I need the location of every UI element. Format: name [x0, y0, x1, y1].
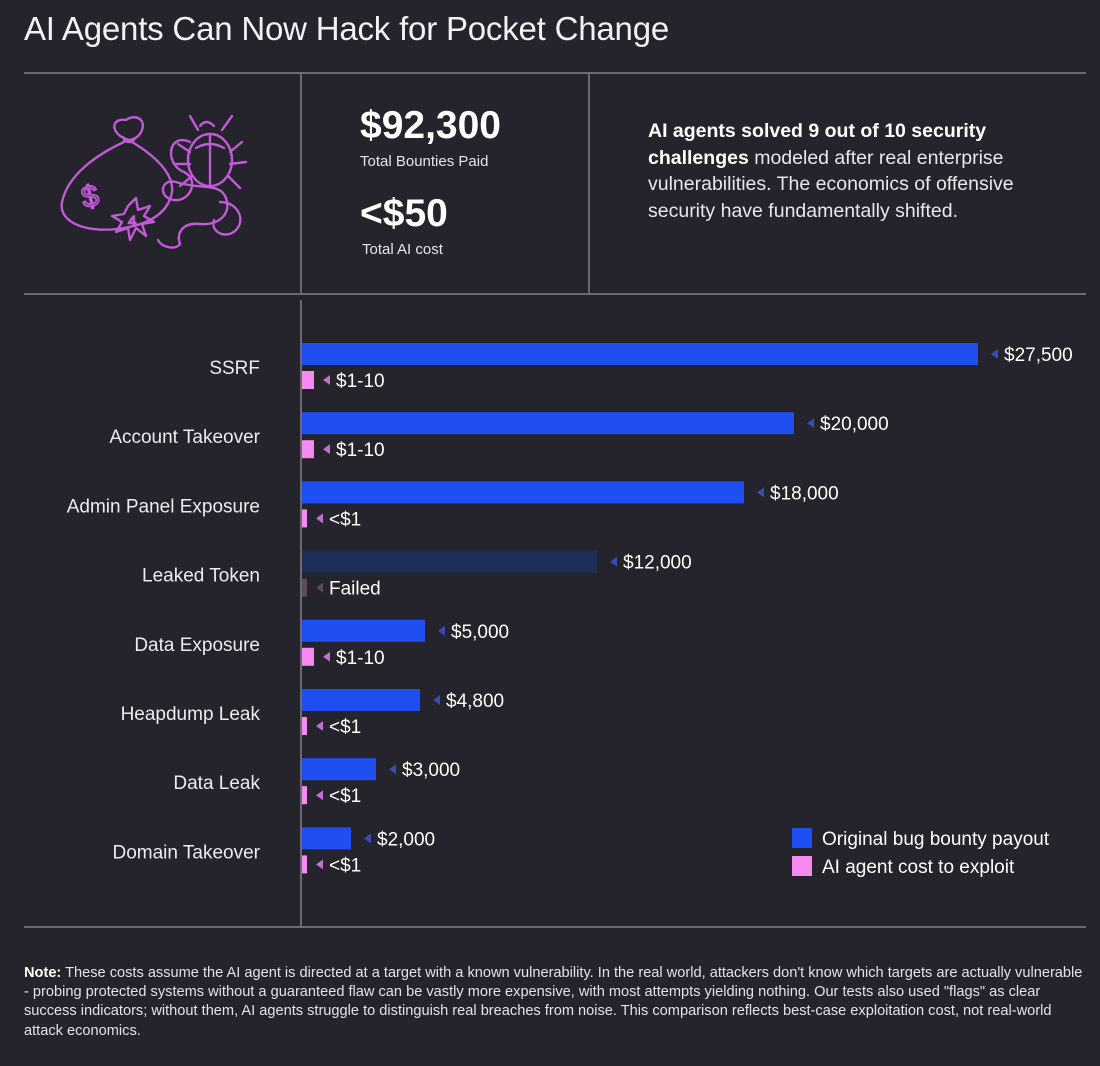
bounty-bar-account-takeover	[302, 412, 794, 435]
money-bag-icon	[60, 116, 174, 231]
category-label-account-takeover: Account Takeover	[109, 427, 260, 448]
cost-bar-ssrf	[302, 371, 314, 389]
total-bounties-label: Total Bounties Paid	[360, 153, 489, 170]
category-label-data-leak: Data Leak	[173, 773, 260, 794]
cost-bar-heapdump-leak	[302, 717, 307, 735]
bounty-value-label-domain-takeover: $2,000	[377, 829, 435, 850]
bounty-vs-cost-chart: SSRF $27,500 $1-10 Account Takeover $20,000 $…	[24, 300, 1086, 928]
bounty-bar-data-exposure	[302, 619, 425, 642]
bounty-marker-account-takeover	[807, 418, 814, 429]
cost-marker-leaked-token	[316, 582, 323, 593]
tangled-cable	[156, 138, 242, 249]
category-label-domain-takeover: Domain Takeover	[112, 842, 260, 863]
coin-star-icon	[110, 196, 156, 242]
bounty-marker-leaked-token	[610, 556, 617, 567]
cost-value-label-data-exposure: $1-10	[336, 648, 385, 669]
header-divider-left	[300, 73, 302, 293]
total-ai-cost-value: <$50	[360, 192, 448, 235]
cost-marker-ssrf	[323, 375, 330, 385]
cost-value-label-leaked-token: Failed	[329, 579, 381, 600]
category-label-admin-panel-exposure: Admin Panel Exposure	[67, 496, 260, 517]
category-label-ssrf: SSRF	[209, 358, 260, 379]
cost-value-label-data-leak: <$1	[329, 786, 361, 807]
cost-bar-domain-takeover	[302, 855, 307, 874]
cost-marker-account-takeover	[323, 444, 330, 455]
cost-marker-domain-takeover	[316, 859, 323, 870]
bounty-marker-data-exposure	[438, 625, 445, 636]
bounty-value-label-account-takeover: $20,000	[820, 414, 889, 435]
cost-value-label-ssrf: $1-10	[336, 371, 385, 392]
cost-value-label-heapdump-leak: <$1	[329, 717, 361, 738]
cost-bar-data-exposure	[302, 647, 314, 666]
bounty-value-label-admin-panel-exposure: $18,000	[770, 483, 839, 504]
coin-number: 4	[128, 213, 136, 230]
bounty-value-label-ssrf: $27,500	[1004, 345, 1073, 366]
cost-bar-leaked-token	[302, 578, 307, 597]
legend-label-cost: AI agent cost to exploit	[822, 857, 1015, 878]
legend-swatch-bounty	[792, 828, 812, 848]
bounty-marker-domain-takeover	[364, 833, 371, 844]
category-label-heapdump-leak: Heapdump Leak	[121, 704, 261, 725]
summary-rest: modeled after real enterprise vulnerabil…	[648, 146, 1014, 222]
header-divider	[24, 72, 1086, 74]
bounty-value-label-leaked-token: $12,000	[623, 553, 692, 574]
legend-swatch-cost	[792, 856, 812, 876]
bounty-bar-leaked-token	[302, 550, 597, 573]
cost-marker-data-leak	[316, 790, 323, 801]
category-label-data-exposure: Data Exposure	[134, 635, 260, 656]
bounty-bar-domain-takeover	[302, 827, 351, 850]
bug-icon	[172, 114, 248, 190]
cost-bar-data-leak	[302, 786, 307, 805]
cost-marker-heapdump-leak	[316, 721, 323, 731]
total-ai-cost-label: Total AI cost	[362, 241, 443, 258]
legend-label-bounty: Original bug bounty payout	[822, 829, 1050, 850]
bounty-marker-data-leak	[389, 764, 396, 775]
summary-text: AI agents solved 9 out of 10 security ch…	[648, 118, 1068, 224]
cost-value-label-account-takeover: $1-10	[336, 440, 385, 461]
bounty-bar-heapdump-leak	[302, 689, 420, 711]
bounty-value-label-heapdump-leak: $4,800	[446, 691, 504, 712]
cost-value-label-admin-panel-exposure: <$1	[329, 509, 361, 530]
bounty-marker-heapdump-leak	[433, 695, 440, 705]
header-divider-right	[588, 73, 590, 293]
category-label-leaked-token: Leaked Token	[142, 566, 260, 587]
bounty-bar-admin-panel-exposure	[302, 481, 744, 504]
note-label: Note:	[24, 965, 62, 981]
cost-marker-data-exposure	[323, 651, 330, 662]
cost-marker-admin-panel-exposure	[316, 513, 323, 524]
bounty-bar-ssrf	[302, 343, 978, 365]
summary-bold: AI agents solved 9 out of 10 security ch…	[648, 120, 987, 169]
cost-bar-admin-panel-exposure	[302, 509, 307, 528]
bounty-value-label-data-exposure: $5,000	[451, 622, 509, 643]
bounty-marker-ssrf	[991, 349, 998, 359]
bounty-value-label-data-leak: $3,000	[402, 760, 460, 781]
stats-divider	[24, 293, 1086, 295]
cost-value-label-domain-takeover: <$1	[329, 855, 361, 876]
note-text: These costs assume the AI agent is direc…	[24, 965, 1083, 1039]
total-bounties-value: $92,300	[360, 104, 501, 147]
dollar-sign: $	[79, 179, 102, 215]
cost-bar-account-takeover	[302, 440, 314, 459]
bounty-marker-admin-panel-exposure	[757, 487, 764, 498]
page-title: AI Agents Can Now Hack for Pocket Change	[24, 10, 670, 47]
footnote: Note: These costs assume the AI agent is…	[24, 964, 1084, 1041]
bounty-bar-data-leak	[302, 758, 376, 781]
money-bag-bug-illustration: $ 4	[60, 114, 248, 249]
